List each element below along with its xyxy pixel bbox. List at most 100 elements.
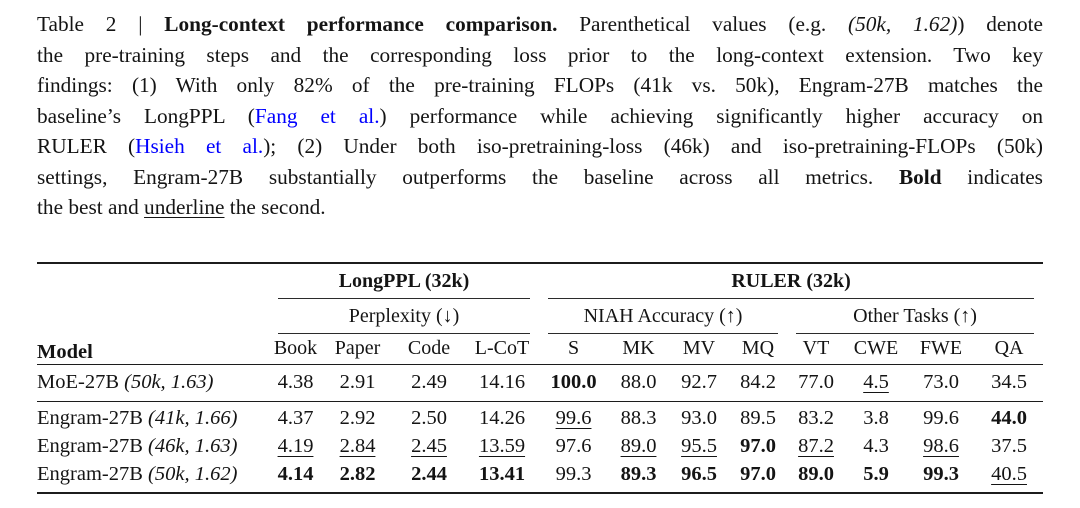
caption-text: findings: (1) With only 82% of the pre-t… bbox=[37, 73, 1043, 97]
metric-value-cell: 96.5 bbox=[669, 460, 729, 493]
col-header-fwe: FWE bbox=[907, 333, 976, 365]
metric-value: 88.0 bbox=[620, 370, 657, 393]
citation-link[interactable]: Hsieh et al. bbox=[135, 134, 264, 158]
col-header-vt: VT bbox=[787, 333, 846, 365]
metric-value-cell: 2.91 bbox=[322, 364, 393, 402]
metric-value: 92.7 bbox=[681, 370, 717, 393]
best-value: 13.41 bbox=[478, 462, 526, 485]
model-pretrain-spec: (50k, 1.63) bbox=[124, 370, 214, 393]
col-header-lcot: L-CoT bbox=[465, 333, 540, 365]
col-group-ruler: RULER (32k) bbox=[539, 263, 1043, 299]
caption-line: baseline’s LongPPL (Fang et al.) perform… bbox=[37, 101, 1043, 132]
metric-value: 2.50 bbox=[411, 406, 447, 429]
caption-text: ) denote bbox=[957, 12, 1043, 36]
caption-text: the second. bbox=[224, 195, 326, 219]
second-best-value: 95.5 bbox=[681, 434, 717, 457]
col-group-other-tasks-label: Other Tasks (↑) bbox=[796, 305, 1035, 334]
metric-value-cell: 83.2 bbox=[787, 401, 845, 432]
metric-value-cell: 73.0 bbox=[907, 364, 976, 402]
caption-text: Table 2 | bbox=[37, 12, 165, 36]
best-value: 89.3 bbox=[620, 462, 657, 485]
results-table: Model LongPPL (32k) RULER (32k) Perplexi… bbox=[37, 261, 1044, 494]
caption-text: the pre-training steps and the correspon… bbox=[37, 42, 1043, 67]
col-group-ruler-label: RULER (32k) bbox=[548, 270, 1035, 299]
metric-value: 2.92 bbox=[339, 406, 376, 429]
caption-line: findings: (1) With only 82% of the pre-t… bbox=[37, 70, 1043, 101]
caption-text: RULER ( bbox=[37, 134, 136, 158]
model-name: Engram-27B (41k, 1.66) bbox=[37, 401, 269, 432]
best-value: 97.0 bbox=[740, 434, 776, 457]
metric-value: 2.49 bbox=[411, 370, 447, 393]
caption-line: RULER (Hsieh et al.); (2) Under both iso… bbox=[37, 131, 1043, 162]
metric-value-cell: 4.5 bbox=[845, 364, 908, 402]
model-name-text: Engram-27B bbox=[37, 406, 149, 429]
metric-value: 77.0 bbox=[798, 370, 834, 393]
col-group-niah-accuracy-label: NIAH Accuracy (↑) bbox=[548, 305, 779, 334]
header-group-row: Model LongPPL (32k) RULER (32k) bbox=[37, 262, 1043, 365]
metric-value-cell: 14.26 bbox=[465, 401, 539, 432]
caption-text: baseline’s LongPPL ( bbox=[37, 103, 255, 128]
caption-text: settings, Engram-27B substantially outpe… bbox=[37, 164, 899, 189]
table-row: Engram-27B (50k, 1.62) 4.14 2.82 2.44 13.41 9… bbox=[37, 460, 1043, 493]
metric-value: 88.3 bbox=[620, 406, 657, 429]
column-labels-row: Book Paper Code L-CoT S MK MV MQ VT CWE … bbox=[37, 333, 1044, 365]
best-value: 2.44 bbox=[411, 462, 447, 485]
metric-value: 84.2 bbox=[740, 370, 776, 393]
metric-value-cell: 99.6 bbox=[539, 401, 608, 432]
col-group-longppl-label: LongPPL (32k) bbox=[278, 270, 531, 299]
metric-value-cell: 2.82 bbox=[322, 460, 393, 493]
metric-value-cell: 97.0 bbox=[729, 460, 787, 493]
metric-value-cell: 99.3 bbox=[539, 460, 608, 493]
header-subgroup-row: Perplexity (↓) NIAH Accuracy (↑) Other T… bbox=[37, 299, 1043, 334]
model-pretrain-spec: (41k, 1.66) bbox=[148, 406, 238, 429]
col-header-cwe: CWE bbox=[845, 333, 908, 365]
model-name: Engram-27B (46k, 1.63) bbox=[37, 432, 269, 460]
metric-value: 99.6 bbox=[923, 406, 959, 429]
best-value: 89.0 bbox=[798, 462, 834, 485]
metric-value: 14.26 bbox=[478, 406, 526, 429]
metric-value-cell: 100.0 bbox=[539, 364, 609, 402]
metric-value: 14.16 bbox=[478, 370, 526, 393]
metric-value: 99.3 bbox=[555, 462, 592, 485]
col-header-book: Book bbox=[269, 333, 322, 365]
best-value: 96.5 bbox=[681, 462, 717, 485]
col-header-mv: MV bbox=[669, 333, 730, 365]
metric-value-cell: 44.0 bbox=[975, 401, 1043, 432]
best-value: 44.0 bbox=[991, 406, 1027, 429]
metric-value-cell: 4.19 bbox=[269, 432, 322, 460]
second-best-value: 89.0 bbox=[620, 434, 657, 457]
metric-value-cell: 87.2 bbox=[787, 432, 845, 460]
col-header-mk: MK bbox=[608, 333, 670, 365]
citation-link[interactable]: Fang et al. bbox=[254, 103, 380, 128]
metric-value-cell: 92.7 bbox=[669, 364, 730, 402]
second-best-value: 87.2 bbox=[798, 434, 834, 457]
metric-value: 93.0 bbox=[681, 406, 717, 429]
caption-bold-text: Bold bbox=[898, 164, 942, 189]
metric-value-cell: 89.0 bbox=[787, 460, 845, 493]
metric-value-cell: 14.16 bbox=[465, 364, 540, 402]
second-best-value: 4.19 bbox=[277, 434, 314, 457]
col-group-niah-accuracy: NIAH Accuracy (↑) bbox=[539, 299, 787, 334]
caption-bold-text: Long-context performance comparison. bbox=[164, 12, 558, 36]
metric-value: 34.5 bbox=[991, 370, 1027, 393]
metric-value-cell: 2.49 bbox=[393, 364, 465, 402]
second-best-value: 4.5 bbox=[863, 370, 889, 393]
metric-value-cell: 98.6 bbox=[907, 432, 975, 460]
metric-value-cell: 4.38 bbox=[269, 364, 322, 402]
metric-value-cell: 99.3 bbox=[907, 460, 975, 493]
metric-value: 4.37 bbox=[277, 406, 314, 429]
col-header-qa: QA bbox=[975, 333, 1044, 365]
col-header-s: S bbox=[539, 333, 609, 365]
model-pretrain-spec: (46k, 1.63) bbox=[148, 434, 238, 457]
second-best-value: 40.5 bbox=[991, 462, 1027, 485]
metric-value: 73.0 bbox=[923, 370, 959, 393]
metric-value: 3.8 bbox=[863, 406, 889, 429]
metric-value-cell: 4.14 bbox=[269, 460, 322, 493]
model-pretrain-spec: (50k, 1.62) bbox=[148, 462, 238, 485]
second-best-value: 13.59 bbox=[478, 434, 526, 457]
table-row: MoE-27B (50k, 1.63) 4.38 2.91 2.49 14.16 100.… bbox=[37, 364, 1044, 402]
metric-value-cell: 4.3 bbox=[845, 432, 907, 460]
best-value: 97.0 bbox=[740, 462, 776, 485]
second-best-value: 98.6 bbox=[923, 434, 959, 457]
best-value: 5.9 bbox=[863, 462, 889, 485]
